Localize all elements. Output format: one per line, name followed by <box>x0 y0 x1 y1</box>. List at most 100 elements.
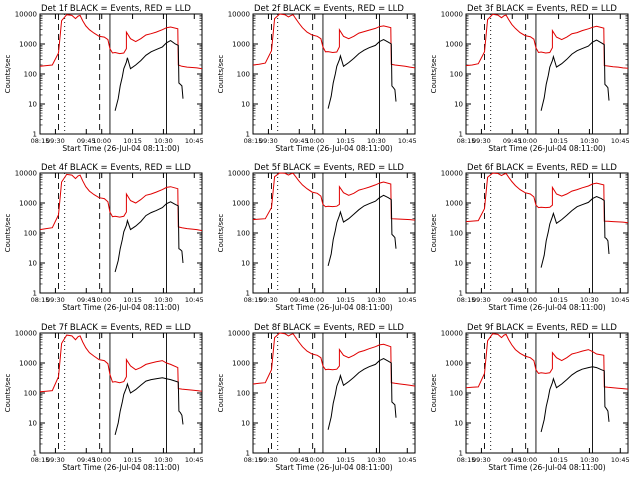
y-tick-label: 100 <box>450 230 463 238</box>
events-line <box>540 366 610 433</box>
x-axis-label: Start Time (26-Jul-04 08:11:00) <box>275 144 392 153</box>
x-tick-label: 09:45 <box>290 296 309 304</box>
y-tick-label: 1 <box>33 290 37 298</box>
x-tick-label: 08:15 <box>244 456 263 464</box>
lld-line <box>252 172 416 221</box>
x-tick-label: 10:00 <box>305 296 324 304</box>
x-tick-label: 10:30 <box>154 296 173 304</box>
y-tick-label: 1 <box>246 131 250 139</box>
y-tick-label: 10000 <box>15 11 37 19</box>
x-tick-label: 10:45 <box>611 296 630 304</box>
x-axis-label: Start Time (26-Jul-04 08:11:00) <box>62 303 179 312</box>
y-axis-label: Counts/sec <box>217 55 225 94</box>
panel-title: Det 8f BLACK = Events, RED = LLD <box>254 323 404 333</box>
panel-title: Det 7f BLACK = Events, RED = LLD <box>41 323 191 333</box>
y-tick-label: 10000 <box>441 11 463 19</box>
lld-line <box>39 173 203 232</box>
x-tick-label: 08:15 <box>31 456 50 464</box>
x-tick-label: 09:30 <box>46 296 65 304</box>
x-axis-label: Start Time (26-Jul-04 08:11:00) <box>275 303 392 312</box>
x-tick-label: 10:00 <box>92 296 111 304</box>
y-tick-label: 1000 <box>19 360 37 368</box>
x-tick-label: 10:45 <box>398 296 417 304</box>
x-tick-label: 10:15 <box>336 296 355 304</box>
detector-panel-9: Det 9f BLACK = Events, RED = LLD Counts/s… <box>430 323 630 472</box>
x-tick-label: 10:30 <box>580 296 599 304</box>
y-tick-label: 1000 <box>445 200 463 208</box>
x-tick-label: 08:15 <box>31 296 50 304</box>
y-tick-label: 10 <box>241 101 250 109</box>
x-tick-label: 10:00 <box>305 456 324 464</box>
y-tick-label: 1000 <box>19 200 37 208</box>
lld-line <box>252 13 416 69</box>
x-tick-label: 10:30 <box>580 137 599 145</box>
panel-title: Det 4f BLACK = Events, RED = LLD <box>41 163 191 173</box>
y-tick-label: 10000 <box>228 330 250 338</box>
x-tick-label: 10:45 <box>185 137 204 145</box>
lld-line <box>465 172 629 224</box>
y-tick-label: 100 <box>237 230 250 238</box>
y-tick-label: 10000 <box>15 170 37 178</box>
y-tick-label: 10 <box>241 420 250 428</box>
x-axis-label: Start Time (26-Jul-04 08:11:00) <box>62 144 179 153</box>
lld-line <box>39 14 203 70</box>
y-tick-label: 10000 <box>228 170 250 178</box>
x-tick-label: 10:15 <box>336 456 355 464</box>
x-tick-label: 09:45 <box>503 456 522 464</box>
y-axis-label: Counts/sec <box>430 55 438 94</box>
events-line <box>114 377 184 436</box>
x-tick-label: 10:00 <box>92 456 111 464</box>
y-axis-label: Counts/sec <box>217 374 225 413</box>
x-tick-label: 10:15 <box>549 456 568 464</box>
y-tick-label: 1 <box>459 450 463 458</box>
y-axis-label: Counts/sec <box>4 214 12 253</box>
x-tick-label: 10:45 <box>611 137 630 145</box>
y-tick-label: 10000 <box>441 330 463 338</box>
x-tick-label: 09:45 <box>503 137 522 145</box>
x-tick-label: 10:15 <box>336 137 355 145</box>
x-tick-label: 09:30 <box>259 296 278 304</box>
x-axis-label: Start Time (26-Jul-04 08:11:00) <box>62 463 179 472</box>
y-axis-label: Counts/sec <box>430 374 438 413</box>
y-tick-label: 1000 <box>232 41 250 49</box>
detector-panel-3: Det 3f BLACK = Events, RED = LLD Counts/s… <box>430 4 630 153</box>
y-axis-label: Counts/sec <box>217 214 225 253</box>
y-tick-label: 1000 <box>232 200 250 208</box>
x-tick-label: 10:00 <box>518 137 537 145</box>
x-tick-label: 10:30 <box>580 456 599 464</box>
panel-title: Det 9f BLACK = Events, RED = LLD <box>467 323 617 333</box>
events-line <box>327 358 397 430</box>
y-tick-label: 100 <box>24 390 37 398</box>
x-tick-label: 09:45 <box>77 296 96 304</box>
x-tick-label: 10:15 <box>123 456 142 464</box>
y-tick-label: 100 <box>24 230 37 238</box>
y-tick-label: 10 <box>454 101 463 109</box>
panel-title: Det 6f BLACK = Events, RED = LLD <box>467 163 617 173</box>
x-tick-label: 09:45 <box>503 296 522 304</box>
lld-line <box>465 333 629 390</box>
y-tick-label: 1 <box>459 290 463 298</box>
events-line <box>540 39 610 111</box>
detector-panel-8: Det 8f BLACK = Events, RED = LLD Counts/s… <box>217 323 417 472</box>
y-tick-label: 1000 <box>445 41 463 49</box>
y-tick-label: 10 <box>28 420 37 428</box>
panel-title: Det 1f BLACK = Events, RED = LLD <box>41 4 191 14</box>
x-tick-label: 09:30 <box>259 137 278 145</box>
events-line <box>327 39 397 109</box>
x-tick-label: 09:30 <box>472 296 491 304</box>
x-tick-label: 10:15 <box>549 296 568 304</box>
detector-panel-2: Det 2f BLACK = Events, RED = LLD Counts/s… <box>217 4 417 153</box>
panel-title: Det 5f BLACK = Events, RED = LLD <box>254 163 404 173</box>
y-tick-label: 100 <box>237 390 250 398</box>
x-tick-label: 08:15 <box>457 296 476 304</box>
x-tick-label: 09:45 <box>77 137 96 145</box>
x-tick-label: 08:15 <box>457 137 476 145</box>
y-tick-label: 1 <box>246 290 250 298</box>
y-tick-label: 10000 <box>15 330 37 338</box>
y-tick-label: 100 <box>24 71 37 79</box>
x-tick-label: 10:00 <box>518 296 537 304</box>
y-tick-label: 1000 <box>445 360 463 368</box>
y-axis-label: Counts/sec <box>430 214 438 253</box>
y-tick-label: 1 <box>459 131 463 139</box>
x-tick-label: 10:15 <box>123 137 142 145</box>
